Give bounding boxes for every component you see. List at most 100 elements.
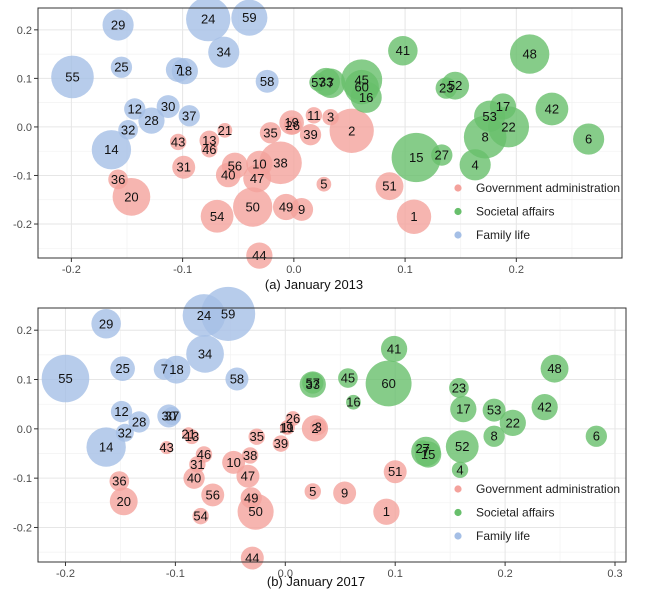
point-label: 37 xyxy=(182,108,196,123)
point-label: 14 xyxy=(99,440,113,455)
bubble-point xyxy=(128,411,150,433)
bubble-point xyxy=(236,464,260,488)
bubbles xyxy=(41,286,607,570)
point-label: 24 xyxy=(197,308,211,323)
x-tick-label: 0.2 xyxy=(509,264,524,276)
bubble-point xyxy=(344,69,379,105)
point-label: 52 xyxy=(448,78,462,93)
point-label: 32 xyxy=(121,122,135,137)
point-label: 38 xyxy=(243,448,257,463)
point-label: 31 xyxy=(176,160,190,175)
bubble-point xyxy=(272,435,290,452)
point-label: 27 xyxy=(435,148,449,163)
point-label: 51 xyxy=(382,179,396,194)
point-label: 31 xyxy=(190,457,204,472)
bubble-point xyxy=(380,335,408,363)
point-label: 20 xyxy=(124,189,138,204)
y-tick-label: -0.2 xyxy=(13,522,32,534)
point-label: 16 xyxy=(346,395,360,410)
bubble-point xyxy=(449,378,469,398)
y-tick-label: 0.2 xyxy=(17,325,32,337)
point-label: 40 xyxy=(187,471,201,486)
y-tick-label: 0.0 xyxy=(17,122,32,134)
bubble-point xyxy=(192,507,209,525)
bubble-point xyxy=(109,471,130,491)
point-label: 54 xyxy=(210,209,224,224)
legend-swatch xyxy=(454,485,462,493)
y-tick-label: 0.1 xyxy=(17,375,32,387)
point-label: 25 xyxy=(114,60,128,75)
point-label: 58 xyxy=(260,74,274,89)
point-label: 13 xyxy=(202,133,216,148)
panel-caption: (a) January 2013 xyxy=(265,277,363,292)
x-tick-label: -0.2 xyxy=(56,568,75,580)
x-tick-label: 0.0 xyxy=(286,264,301,276)
point-label: 39 xyxy=(303,127,317,142)
point-label: 21 xyxy=(218,123,232,138)
bubble-point xyxy=(115,423,134,442)
bubble-point xyxy=(208,36,240,68)
bubble-point xyxy=(108,169,128,190)
legend-swatch xyxy=(454,508,462,517)
point-label: 47 xyxy=(241,469,255,484)
point-label: 35 xyxy=(263,125,277,140)
point-label: 60 xyxy=(354,80,368,95)
bubble-point xyxy=(109,487,138,516)
point-label: 11 xyxy=(281,420,295,435)
point-label: 37 xyxy=(165,409,179,424)
bubble-point xyxy=(201,286,256,341)
legend-label: Family life xyxy=(476,228,530,242)
bubble-point xyxy=(110,400,133,423)
bubble-point xyxy=(272,193,300,221)
point-label: 21 xyxy=(181,426,195,441)
point-label: 17 xyxy=(456,402,470,417)
point-label: 56 xyxy=(206,487,220,502)
point-label: 44 xyxy=(245,551,259,566)
point-label: 19 xyxy=(284,115,298,130)
point-label: 46 xyxy=(197,447,211,462)
bubble-point xyxy=(221,152,249,179)
point-label: 20 xyxy=(116,494,130,509)
point-label: 18 xyxy=(178,64,192,79)
bubble-point xyxy=(237,493,274,530)
bubble-point xyxy=(163,406,182,426)
point-label: 1 xyxy=(410,209,417,224)
bubble-point xyxy=(231,0,268,36)
point-label: 34 xyxy=(217,45,231,60)
point-label: 43 xyxy=(171,134,185,149)
point-label: 34 xyxy=(198,346,212,361)
point-label: 9 xyxy=(341,485,348,500)
bubble-point xyxy=(388,35,418,66)
bubble-point xyxy=(259,122,282,144)
x-tick-label: 0.0 xyxy=(278,568,293,580)
bubble-point xyxy=(450,395,477,423)
point-label: 33 xyxy=(319,74,333,89)
bubble-point xyxy=(531,394,558,421)
y-tick-label: -0.1 xyxy=(13,170,32,182)
bubble-point xyxy=(183,467,205,489)
bubble-point xyxy=(302,372,324,394)
point-label: 42 xyxy=(545,101,559,116)
bubble-point xyxy=(285,411,301,426)
point-label: 22 xyxy=(506,415,520,430)
point-label: 57 xyxy=(311,75,325,90)
bubble-point xyxy=(310,418,327,436)
point-label: 15 xyxy=(409,150,423,165)
bubble-point xyxy=(309,73,328,92)
bubble-point xyxy=(445,430,479,463)
bubble-point xyxy=(240,546,264,570)
bubble-point xyxy=(217,122,233,138)
bubble-point xyxy=(169,133,187,151)
plot-frame xyxy=(37,307,627,563)
point-label: 30 xyxy=(161,99,175,114)
point-label: 33 xyxy=(306,377,320,392)
point-label: 10 xyxy=(226,455,240,470)
point-label: 55 xyxy=(58,371,72,386)
y-tick-label: -0.2 xyxy=(13,219,32,231)
bubble-point xyxy=(365,360,412,407)
point-label: 59 xyxy=(221,306,235,321)
bubble-point xyxy=(246,242,273,269)
point-label: 43 xyxy=(159,440,173,455)
x-tick-label: 0.3 xyxy=(607,568,622,580)
